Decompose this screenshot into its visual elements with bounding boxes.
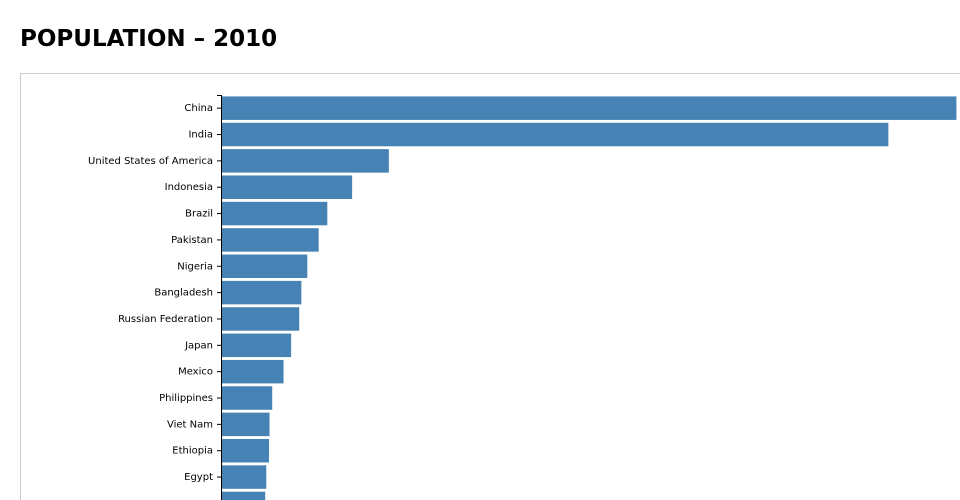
y-tick-label: Philippines	[159, 393, 213, 404]
y-tick-label: Ethiopia	[172, 446, 213, 457]
bar	[222, 122, 889, 147]
y-tick-label: Russian Federation	[118, 314, 213, 325]
bar	[222, 386, 273, 410]
bar	[222, 175, 353, 199]
bar	[222, 201, 328, 226]
y-tick-label: India	[188, 130, 213, 141]
bar	[222, 438, 269, 463]
y-tick-label: China	[184, 103, 213, 114]
bar	[222, 359, 284, 384]
bar	[222, 280, 302, 305]
bar	[222, 149, 389, 173]
bar	[222, 412, 270, 437]
bar	[222, 228, 319, 252]
bar	[222, 96, 957, 120]
y-tick-label: Viet Nam	[167, 419, 213, 430]
y-tick-label: Egypt	[184, 472, 213, 483]
bar	[222, 254, 308, 279]
y-tick-label: Bangladesh	[154, 288, 213, 299]
bar	[222, 465, 267, 489]
y-tick-label: Brazil	[185, 209, 213, 220]
bar	[222, 491, 266, 500]
chart-title: POPULATION – 2010	[20, 26, 277, 52]
y-tick-label: Japan	[184, 340, 213, 351]
y-tick-label: Nigeria	[177, 261, 213, 272]
y-tick-label: Mexico	[178, 367, 213, 378]
y-tick-label: Indonesia	[165, 182, 213, 193]
y-tick-label: United States of America	[88, 156, 213, 167]
bar	[222, 333, 292, 358]
bar	[222, 307, 300, 331]
y-tick-label: Pakistan	[171, 235, 213, 246]
chart-frame	[20, 73, 960, 500]
